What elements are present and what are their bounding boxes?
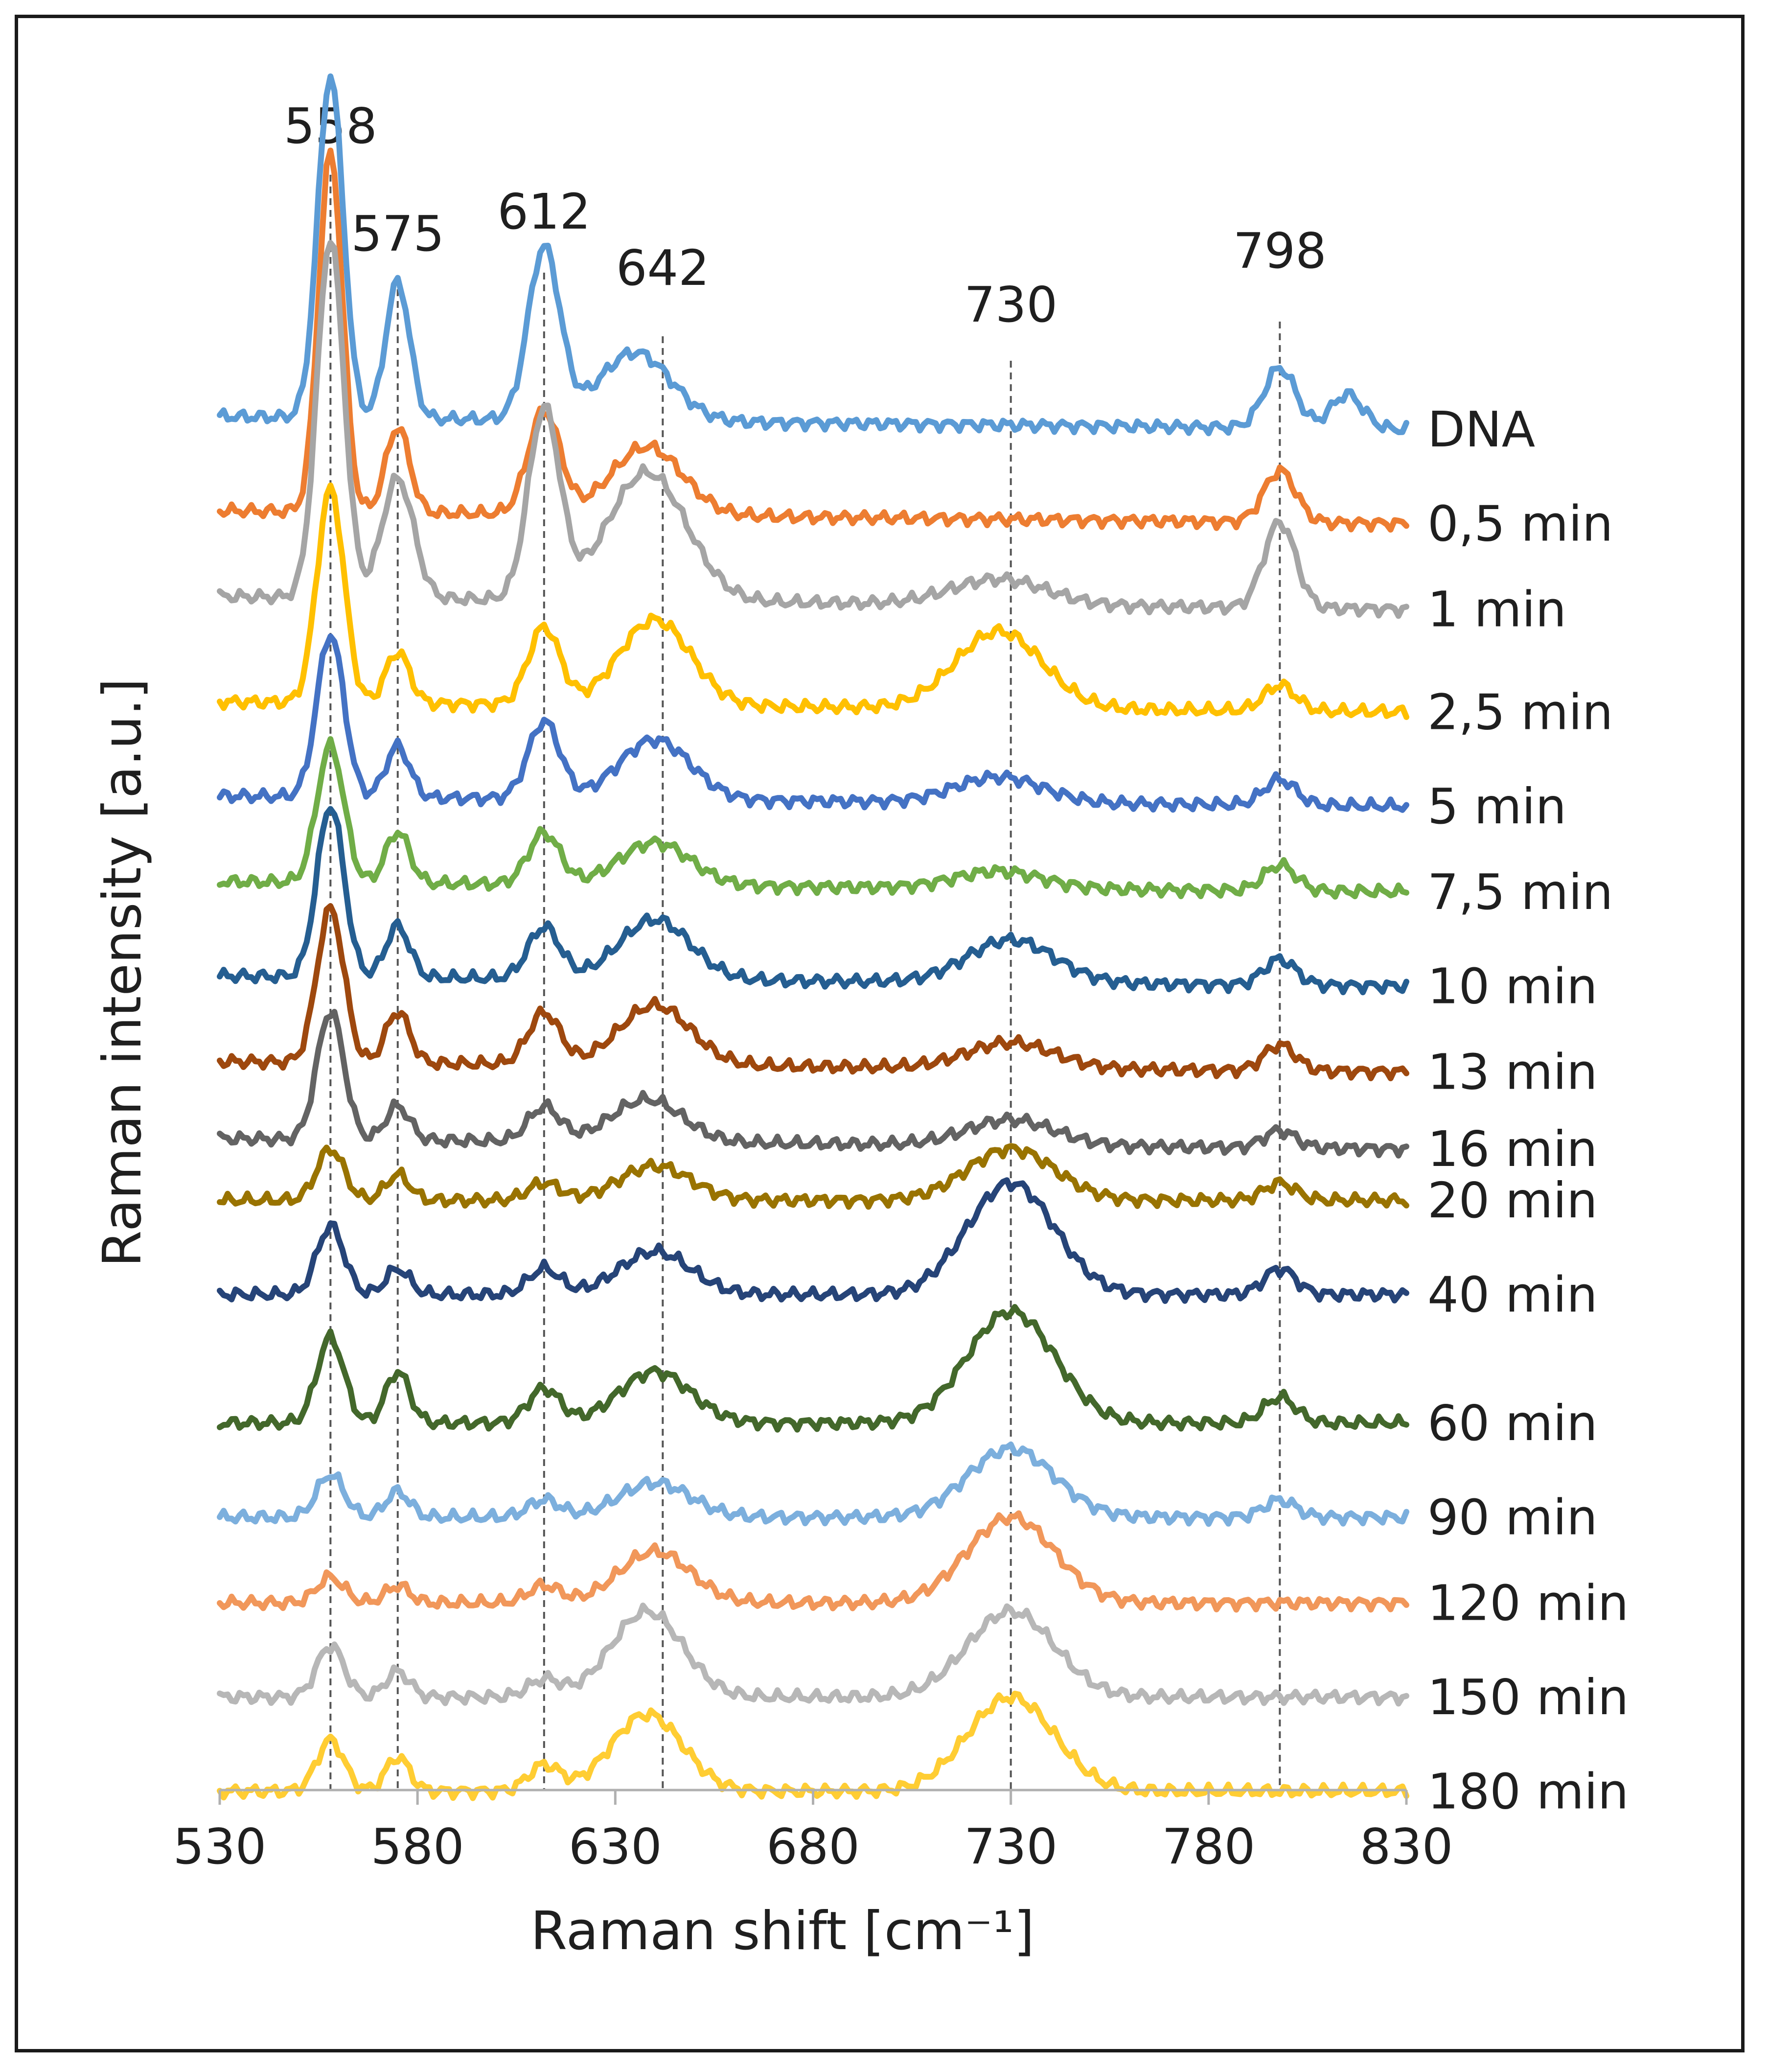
series-label-3: 2,5 min [1427, 684, 1613, 741]
series-line-5 [217, 736, 1409, 900]
series-label-14: 150 min [1427, 1669, 1629, 1726]
series-labels: DNA 0,5 min 1 min 2,5 min 5 min 7,5 min 10 min… [1427, 401, 1629, 1820]
peak-marker-lines [329, 175, 1281, 1790]
series-label-4: 5 min [1427, 778, 1566, 835]
peak-label-798: 798 [1233, 222, 1327, 279]
raman-spectra-chart: 558 575 612 642 730 798 DNA 0,5 min 1 min 2,5 mi… [92, 73, 1629, 1962]
x-tick-label-780: 780 [1162, 1818, 1255, 1875]
chart-frame: 558 575 612 642 730 798 DNA 0,5 min 1 min 2,5 mi… [15, 15, 1745, 2052]
series-lines [217, 73, 1409, 1801]
peak-label-612: 612 [497, 183, 591, 240]
series-label-12: 90 min [1427, 1489, 1598, 1546]
x-tick-label-830: 830 [1360, 1818, 1453, 1875]
peak-label-558: 558 [284, 97, 377, 155]
x-axis-title: Raman shift [cm⁻¹] [530, 1901, 1034, 1962]
series-line-6 [217, 806, 1409, 996]
series-line-9 [217, 1143, 1409, 1210]
series-label-11: 60 min [1427, 1395, 1598, 1452]
series-line-13 [217, 1510, 1409, 1613]
x-tick-label-580: 580 [371, 1818, 464, 1875]
series-label-0: DNA [1427, 401, 1535, 458]
x-tick-label-530: 530 [173, 1818, 267, 1875]
x-tick-label-680: 680 [766, 1818, 860, 1875]
series-label-13: 120 min [1427, 1575, 1629, 1632]
series-label-1: 0,5 min [1427, 495, 1613, 553]
x-tick-label-730: 730 [964, 1818, 1057, 1875]
series-line-4 [217, 633, 1409, 813]
series-label-15: 180 min [1427, 1763, 1629, 1820]
series-label-9: 20 min [1427, 1172, 1598, 1229]
series-label-8: 16 min [1427, 1120, 1598, 1178]
series-line-2 [217, 240, 1409, 619]
series-label-7: 13 min [1427, 1044, 1598, 1101]
peak-label-730: 730 [964, 276, 1057, 333]
series-line-12 [217, 1442, 1409, 1527]
series-label-10: 40 min [1427, 1266, 1598, 1324]
series-line-10 [217, 1177, 1409, 1304]
series-line-11 [217, 1304, 1409, 1433]
series-line-1 [217, 147, 1409, 533]
x-axis: 530 580 630 680 730 780 830 [173, 1789, 1453, 1875]
series-line-3 [217, 482, 1409, 720]
x-tick-label-630: 630 [569, 1818, 662, 1875]
series-label-2: 1 min [1427, 581, 1566, 638]
series-label-6: 10 min [1427, 958, 1598, 1015]
peak-label-575: 575 [351, 205, 444, 262]
series-line-8 [217, 1009, 1409, 1159]
peak-marker-labels: 558 575 612 642 730 798 [284, 97, 1327, 333]
series-line-14 [217, 1603, 1409, 1707]
series-line-7 [217, 903, 1409, 1081]
series-line-0 [217, 73, 1409, 437]
y-axis-title: Raman intensity [a.u.] [92, 678, 153, 1267]
series-label-5: 7,5 min [1427, 863, 1613, 921]
peak-label-642: 642 [616, 239, 710, 297]
